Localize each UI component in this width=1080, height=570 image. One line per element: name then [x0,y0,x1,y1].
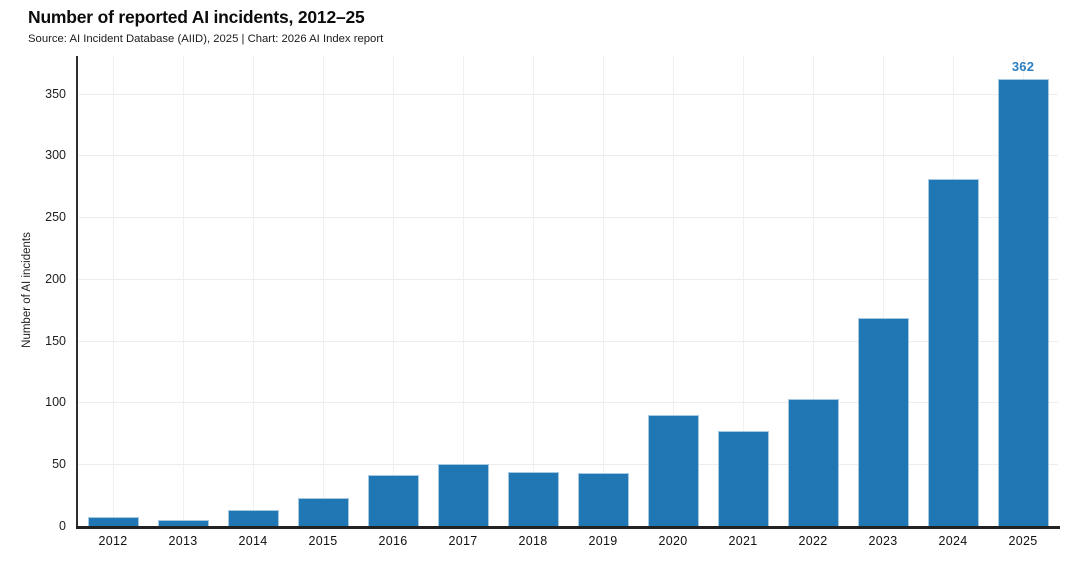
y-tick-label: 50 [52,457,66,472]
y-tick-label: 250 [45,210,66,225]
bar-2014 [227,509,279,526]
y-tick-label: 350 [45,86,66,101]
bar-2024 [927,178,979,526]
bar-2021 [717,430,769,526]
bar-2013 [157,519,209,526]
y-tick-label: 150 [45,333,66,348]
gridline-vertical [743,56,744,526]
gridline-vertical [183,56,184,526]
x-tick-label: 2022 [798,534,828,548]
gridline-vertical [673,56,674,526]
x-tick-label: 2018 [518,534,548,548]
chart-header: Number of reported AI incidents, 2012–25… [28,7,383,45]
bar-2012 [87,517,139,526]
gridline-vertical [813,56,814,526]
x-tick-label: 2013 [168,534,198,548]
y-axis-line [76,56,78,528]
gridline-horizontal [78,155,1058,157]
x-tick-label: 2020 [658,534,688,548]
x-tick-label: 2016 [378,534,408,548]
gridline-vertical [603,56,604,526]
x-tick-label: 2025 [1008,534,1038,548]
gridline-vertical [463,56,464,526]
bar-2020 [647,414,699,526]
bar-2022 [787,398,839,526]
gridline-vertical [533,56,534,526]
x-tick-label: 2024 [938,534,968,548]
x-axis: 2012 2013 2014 2015 2016 2017 2018 2019 2020 2021… [78,534,1058,552]
bar-2025 [997,78,1049,526]
bar-2019 [577,472,629,526]
gridline-horizontal [78,402,1058,404]
gridline-vertical [883,56,884,526]
gridline-horizontal [78,217,1058,219]
gridline-horizontal [78,93,1058,95]
gridline-vertical [323,56,324,526]
gridline-vertical [253,56,254,526]
bar-2018 [507,471,559,526]
chart-source-note: Source: AI Incident Database (AIID), 202… [28,33,384,45]
bar-value-label: 362 [1011,58,1035,74]
x-tick-label: 2017 [448,534,478,548]
y-tick-label: 200 [45,271,66,286]
bar-2017 [437,464,489,526]
x-tick-label: 2015 [308,534,338,548]
gridline-horizontal [78,464,1058,466]
chart-title: Number of reported AI incidents, 2012–25 [28,7,365,27]
bar-2016 [367,475,419,526]
gridline-vertical [393,56,394,526]
y-axis: 0 50 100 150 200 250 300 350 [0,56,66,533]
x-tick-label: 2023 [868,534,898,548]
x-tick-label: 2019 [588,534,618,548]
x-tick-label: 2021 [728,534,758,548]
plot-area: 362 [78,56,1058,526]
bar-2023 [857,318,909,526]
x-tick-label: 2012 [98,534,128,548]
y-tick-label: 300 [45,148,66,163]
y-tick-label: 100 [45,395,66,410]
x-tick-label: 2014 [238,534,268,548]
gridline-horizontal [78,278,1058,280]
gridline-vertical [113,56,114,526]
bar-2015 [297,497,349,526]
gridline-horizontal [78,340,1058,342]
x-axis-line [76,526,1060,529]
y-tick-label: 0 [59,519,66,533]
y-axis-title: Number of AI incidents [21,232,33,348]
